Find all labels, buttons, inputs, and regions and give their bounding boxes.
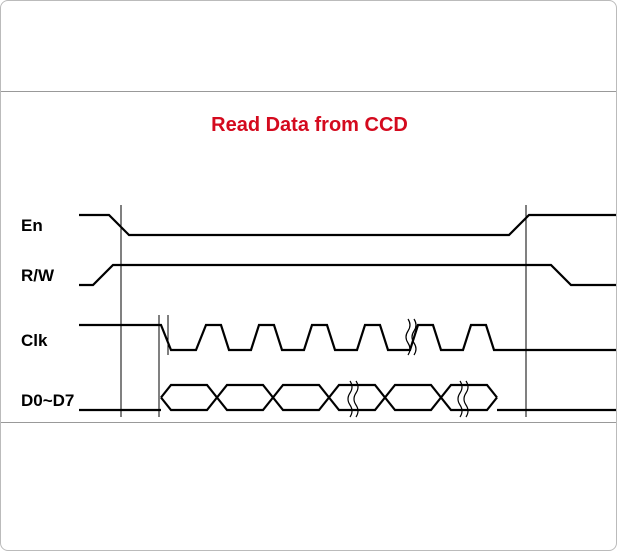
signal-label-Clk: Clk bbox=[21, 331, 48, 350]
diagram-inner: Read Data from CCD En R/W Clk D0~D7 bbox=[1, 91, 617, 423]
diagram-title: Read Data from CCD bbox=[1, 114, 617, 137]
signal-label-R/W: R/W bbox=[21, 266, 55, 285]
diagram-frame: Read Data from CCD En R/W Clk D0~D7 bbox=[0, 0, 617, 551]
timing-waveforms: En R/W Clk D0~D7 bbox=[1, 137, 617, 437]
signal-label-En: En bbox=[21, 216, 43, 235]
signal-label-D0~D7: D0~D7 bbox=[21, 391, 74, 410]
